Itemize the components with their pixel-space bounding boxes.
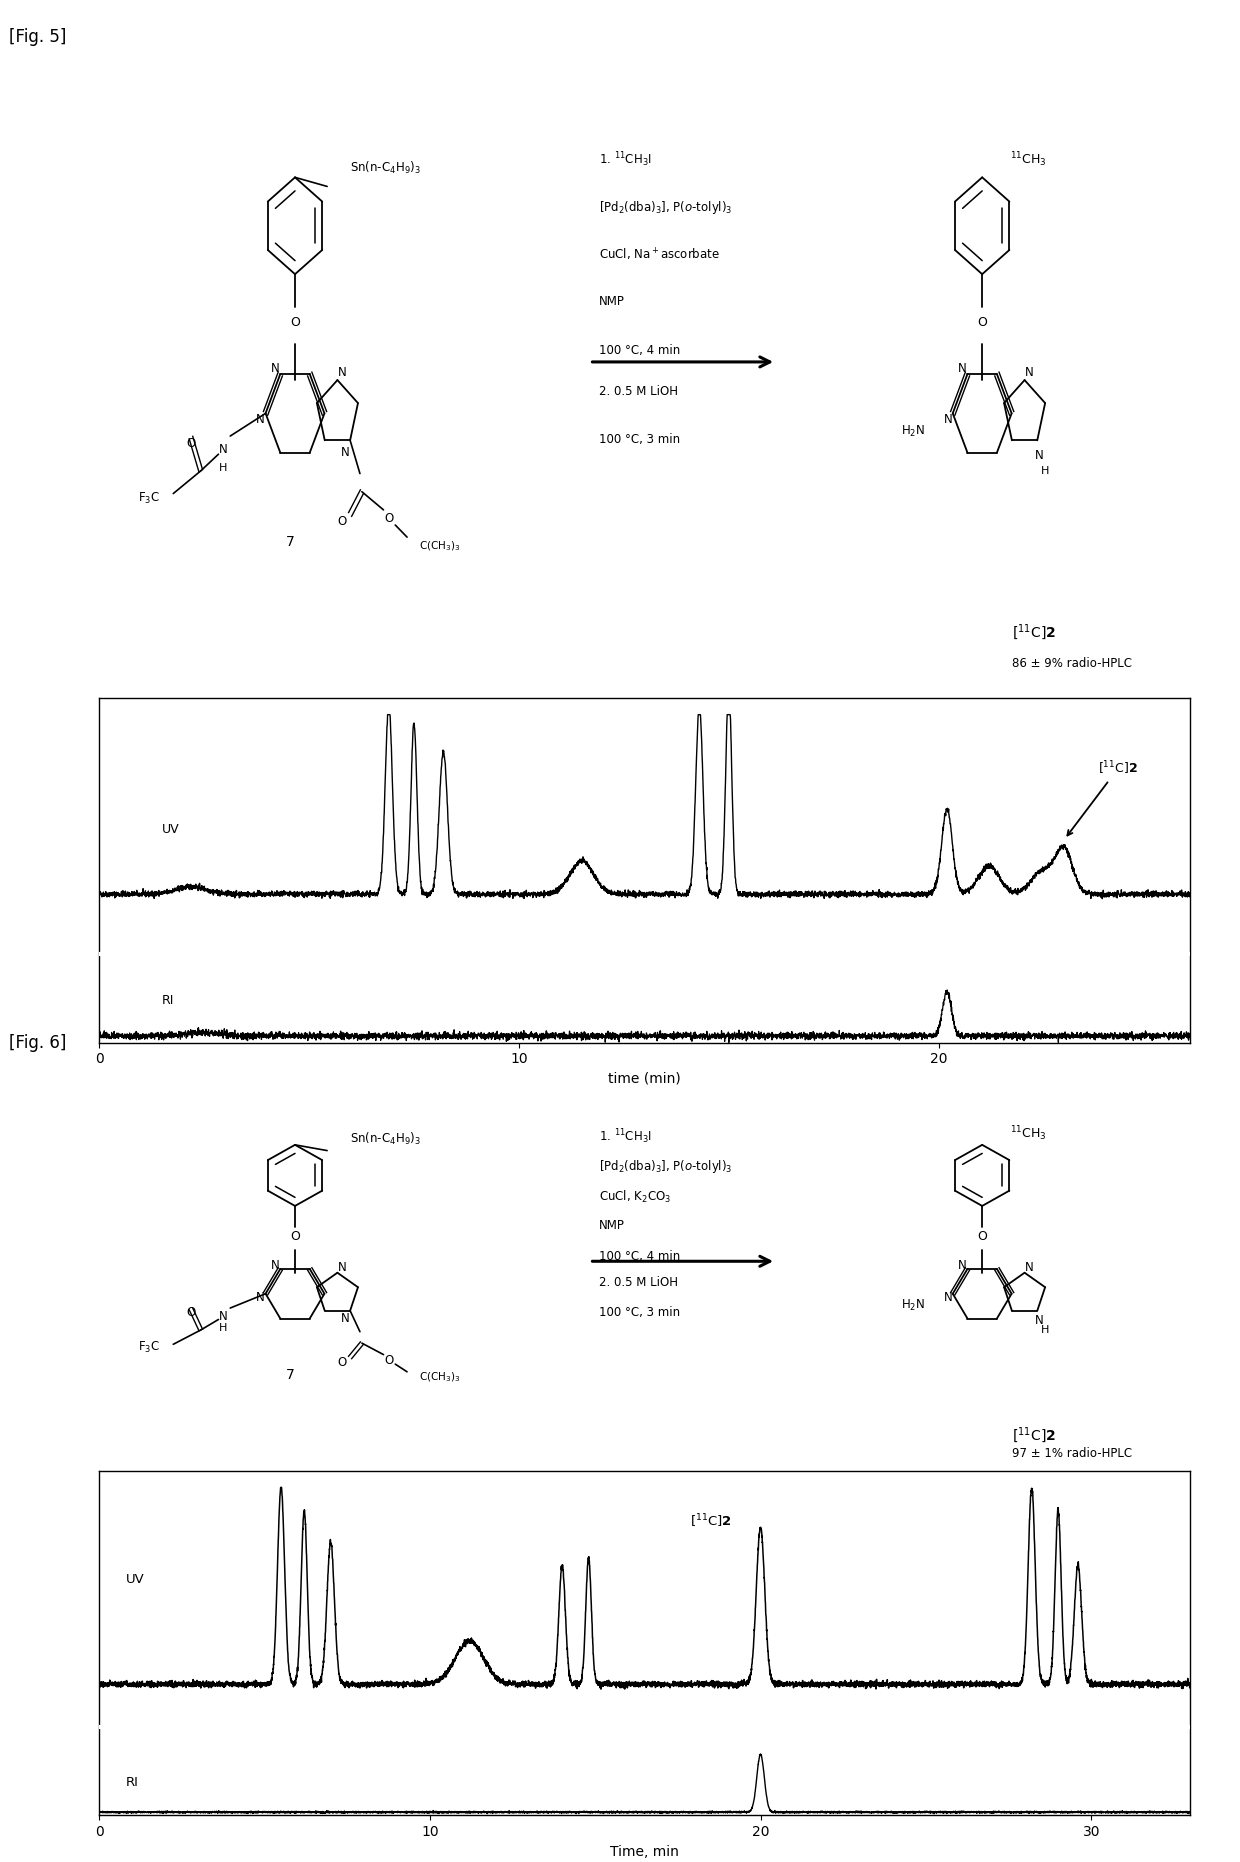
Text: [$^{11}$C]$\mathbf{2}$: [$^{11}$C]$\mathbf{2}$	[1012, 622, 1055, 642]
Text: N: N	[272, 361, 280, 374]
Text: RI: RI	[125, 1776, 139, 1789]
Text: N: N	[944, 413, 952, 426]
Text: O: O	[977, 317, 987, 330]
X-axis label: time (min): time (min)	[609, 1073, 681, 1086]
Text: [$^{11}$C]$\mathbf{2}$: [$^{11}$C]$\mathbf{2}$	[689, 1514, 732, 1531]
Text: F$_3$C: F$_3$C	[138, 490, 160, 506]
Text: N: N	[341, 445, 350, 458]
Text: N: N	[1035, 1315, 1044, 1328]
Text: O: O	[186, 438, 196, 451]
Text: [Fig. 6]: [Fig. 6]	[10, 1033, 67, 1052]
Text: H$_2$N: H$_2$N	[901, 425, 925, 439]
Text: N: N	[1025, 367, 1034, 380]
Text: 100 °C, 4 min: 100 °C, 4 min	[599, 1249, 681, 1262]
Text: O: O	[384, 512, 394, 525]
Text: 100 °C, 4 min: 100 °C, 4 min	[599, 344, 681, 358]
Text: [Pd$_2$(dba)$_3$], P($o$-tolyl)$_3$: [Pd$_2$(dba)$_3$], P($o$-tolyl)$_3$	[599, 1158, 733, 1175]
Text: Sn(n-C$_4$H$_9$)$_3$: Sn(n-C$_4$H$_9$)$_3$	[350, 160, 420, 177]
Text: 97 ± 1% radio-HPLC: 97 ± 1% radio-HPLC	[1012, 1447, 1132, 1460]
Text: 86 ± 9% radio-HPLC: 86 ± 9% radio-HPLC	[1012, 657, 1132, 670]
Text: [$^{11}$C]$\mathbf{2}$: [$^{11}$C]$\mathbf{2}$	[1068, 760, 1138, 836]
Text: UV: UV	[125, 1573, 144, 1586]
Text: O: O	[337, 1356, 347, 1369]
Text: RI: RI	[162, 994, 175, 1007]
Text: 2. 0.5 M LiOH: 2. 0.5 M LiOH	[599, 385, 678, 398]
Text: 2. 0.5 M LiOH: 2. 0.5 M LiOH	[599, 1275, 678, 1289]
Text: H: H	[1040, 466, 1049, 475]
Text: N: N	[341, 1313, 350, 1326]
Text: N: N	[339, 367, 347, 380]
Text: C(CH$_3$)$_3$: C(CH$_3$)$_3$	[419, 1370, 460, 1383]
Text: CuCl, Na$^+$ascorbate: CuCl, Na$^+$ascorbate	[599, 248, 720, 263]
Text: 7: 7	[285, 1369, 294, 1382]
Text: N: N	[944, 1290, 952, 1303]
Text: O: O	[186, 1307, 196, 1320]
Text: analytical yield (η = 3): analytical yield (η = 3)	[1012, 698, 1146, 711]
Text: O: O	[290, 317, 300, 330]
Text: H: H	[1040, 1324, 1049, 1335]
X-axis label: Time, min: Time, min	[610, 1845, 680, 1858]
Text: N: N	[1035, 449, 1044, 462]
Text: O: O	[384, 1354, 394, 1367]
Text: [$^{11}$C]$\mathbf{2}$: [$^{11}$C]$\mathbf{2}$	[1012, 1426, 1055, 1445]
Text: N: N	[339, 1261, 347, 1274]
Text: N: N	[1025, 1261, 1034, 1274]
Text: UV: UV	[162, 823, 180, 836]
Text: NMP: NMP	[599, 296, 625, 309]
Text: O: O	[290, 1231, 300, 1244]
Text: H$_2$N: H$_2$N	[901, 1298, 925, 1313]
Text: O: O	[977, 1231, 987, 1244]
Text: O: O	[337, 516, 347, 529]
Text: 100 °C, 3 min: 100 °C, 3 min	[599, 434, 681, 447]
Text: [Fig. 5]: [Fig. 5]	[10, 28, 67, 47]
Text: 1. $^{11}$CH$_3$I: 1. $^{11}$CH$_3$I	[599, 1128, 652, 1147]
Text: N: N	[959, 1259, 967, 1272]
Text: 7: 7	[285, 534, 294, 549]
Text: H: H	[219, 1324, 228, 1333]
Text: NMP: NMP	[599, 1220, 625, 1233]
Text: F$_3$C: F$_3$C	[138, 1339, 160, 1356]
Text: $^{11}$CH$_3$: $^{11}$CH$_3$	[1009, 149, 1047, 169]
Text: CuCl, K$_2$CO$_3$: CuCl, K$_2$CO$_3$	[599, 1188, 671, 1205]
Text: N: N	[257, 413, 265, 426]
Text: N: N	[272, 1259, 280, 1272]
Text: 1. $^{11}$CH$_3$I: 1. $^{11}$CH$_3$I	[599, 151, 652, 169]
Text: C(CH$_3$)$_3$: C(CH$_3$)$_3$	[419, 540, 460, 553]
Text: N: N	[219, 443, 228, 456]
Text: analytical yield (η = 3): analytical yield (η = 3)	[1012, 1473, 1146, 1486]
Text: [Pd$_2$(dba)$_3$], P($o$-tolyl)$_3$: [Pd$_2$(dba)$_3$], P($o$-tolyl)$_3$	[599, 199, 733, 216]
Text: 100 °C, 3 min: 100 °C, 3 min	[599, 1305, 681, 1318]
Text: $^{11}$CH$_3$: $^{11}$CH$_3$	[1009, 1125, 1047, 1143]
Text: N: N	[257, 1290, 265, 1303]
Text: N: N	[959, 361, 967, 374]
Text: Sn(n-C$_4$H$_9$)$_3$: Sn(n-C$_4$H$_9$)$_3$	[350, 1130, 420, 1147]
Text: H: H	[219, 464, 228, 473]
Text: N: N	[219, 1311, 228, 1324]
